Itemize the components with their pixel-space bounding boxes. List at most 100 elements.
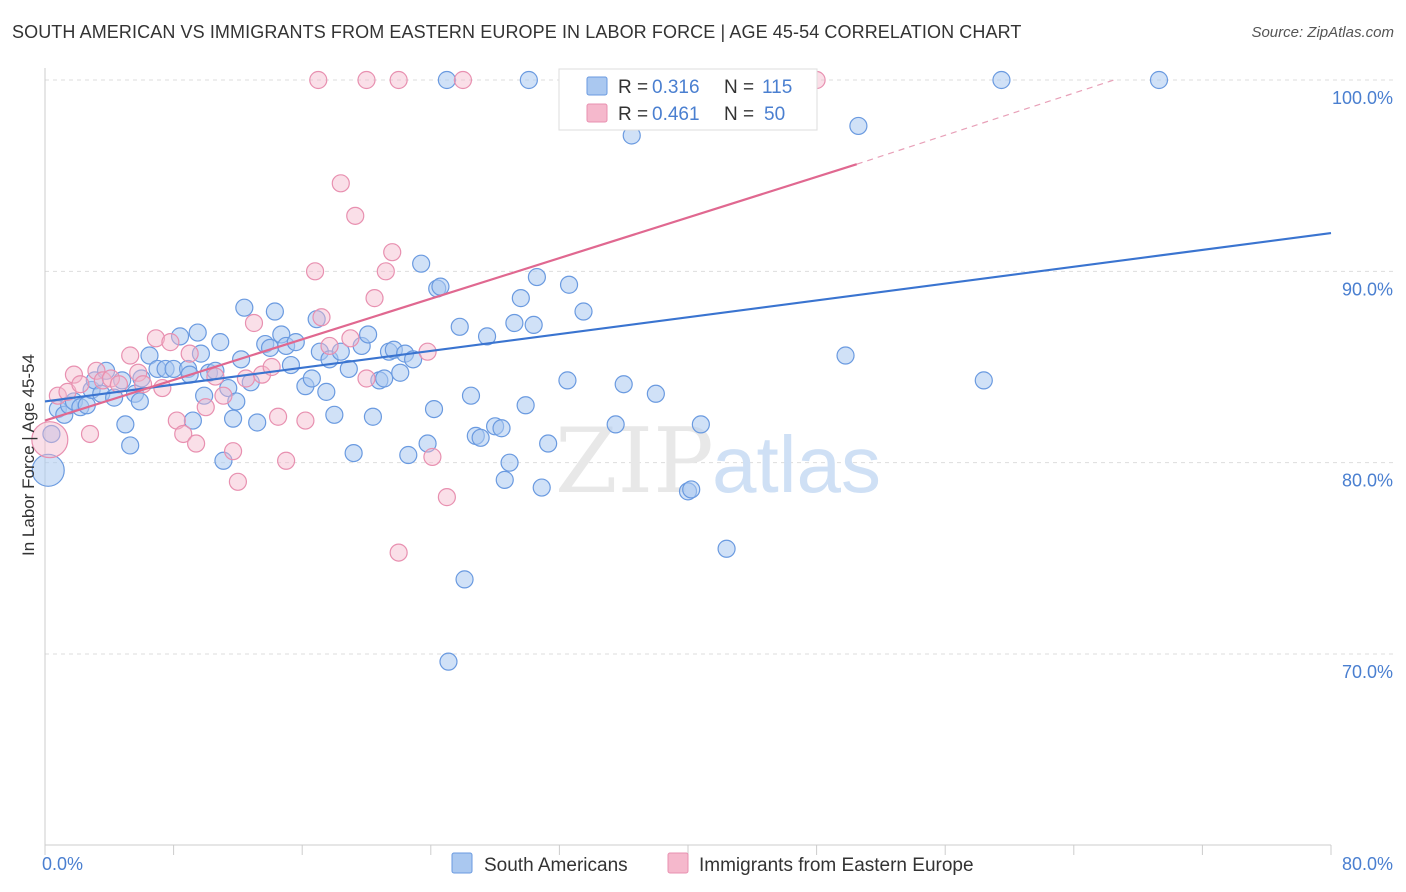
legend-n-label-1: N = [724,77,754,98]
legend-r-value-1: 0.316 [652,77,700,98]
grid-lines [45,79,1395,655]
chart-title: SOUTH AMERICAN VS IMMIGRANTS FROM EASTER… [12,22,1022,42]
point-eastern-europe [309,70,328,90]
y-tick-label: 70.0% [1342,662,1393,682]
point-south-americans [195,386,214,405]
point-south-americans [606,415,625,434]
point-south-americans [558,371,577,390]
legend-r-label-1: R = [618,77,648,98]
point-south-americans [412,254,431,273]
point-south-americans [325,405,344,424]
point-south-americans [331,342,350,361]
point-south-americans [519,70,538,90]
legend-swatch-blue [586,76,608,96]
y-tick-label: 90.0% [1342,279,1393,299]
point-south-americans [214,451,233,470]
point-south-americans [223,409,243,428]
point-eastern-europe [389,543,408,562]
bottom-legend-swatch-blue [451,852,473,874]
point-south-americans [532,478,551,497]
point-south-americans [42,424,61,444]
point-south-americans [418,434,437,453]
point-south-americans [183,411,202,430]
trend-line-south-americans [44,231,1332,403]
point-south-americans [495,470,514,489]
x-tick-label: 0.0% [42,854,83,874]
point-eastern-europe [146,329,166,348]
point-south-americans [140,346,159,365]
trend-extension-eastern-europe [856,79,1115,165]
y-tick-labels: 100.0% 90.0% 80.0% 70.0% [1332,88,1393,682]
point-south-americans [363,407,383,426]
point-south-americans [836,346,855,365]
point-eastern-europe [187,434,206,453]
bottom-legend-label-1: South Americans [484,855,628,876]
point-eastern-europe [423,447,442,467]
point-south-americans [646,384,665,403]
point-eastern-europe [180,344,199,363]
y-tick-label: 100.0% [1332,88,1393,108]
point-eastern-europe [312,308,331,327]
point-eastern-europe [121,346,140,365]
point-south-americans [974,371,993,390]
point-eastern-europe [296,411,315,430]
point-south-americans [682,480,701,499]
point-south-americans [344,444,363,463]
point-eastern-europe [244,313,264,333]
point-eastern-europe [174,424,193,444]
legend-n-value-2: 50 [764,104,785,125]
point-eastern-europe [277,451,296,470]
point-south-americans [614,375,633,394]
point-eastern-europe [236,369,256,388]
point-south-americans [849,116,868,136]
point-south-americans [302,369,321,388]
point-eastern-europe [80,424,100,444]
bottom-legend: South Americans Immigrants from Eastern … [451,852,974,876]
point-south-americans [431,277,450,296]
point-south-americans [492,419,511,438]
point-eastern-europe [268,407,288,426]
y-axis-label: In Labor Force | Age 45-54 [19,354,38,556]
point-south-americans [265,302,284,321]
point-south-americans [527,267,546,287]
point-eastern-europe [196,398,215,417]
point-eastern-europe [376,262,395,281]
point-eastern-europe [161,333,180,352]
point-eastern-europe [305,262,325,281]
point-eastern-europe [320,336,339,356]
point-eastern-europe [346,206,365,225]
point-eastern-europe [357,369,376,388]
bottom-legend-label-2: Immigrants from Eastern Europe [699,855,974,876]
point-eastern-europe [129,363,148,382]
point-south-americans [471,428,490,447]
point-south-americans [505,313,524,333]
point-eastern-europe [365,289,384,308]
legend-r-value-2: 0.461 [652,104,700,125]
point-south-americans [359,325,378,344]
point-south-americans [31,453,65,487]
point-south-americans [424,399,444,419]
point-south-americans [511,289,530,308]
point-south-americans [437,70,456,90]
point-south-americans [170,327,190,346]
point-south-americans [461,386,481,405]
x-tick-label: 80.0% [1342,854,1393,874]
point-eastern-europe [214,386,233,405]
bottom-legend-swatch-pink [667,852,689,874]
point-eastern-europe [389,70,408,90]
y-tick-label: 80.0% [1342,471,1393,491]
point-eastern-europe [437,488,456,507]
x-tick-labels: 0.0% 80.0% [42,854,1393,874]
point-eastern-europe [71,375,90,394]
point-eastern-europe [223,442,243,461]
legend-r-label-2: R = [618,104,648,125]
point-eastern-europe [357,70,376,90]
point-south-americans [399,445,418,465]
legend-n-value-1: 115 [762,77,792,98]
point-south-americans [391,363,410,382]
watermark: ZIP atlas [555,409,881,514]
trend-lines [44,79,1332,422]
point-south-americans [691,415,710,434]
point-south-americans [477,327,497,346]
